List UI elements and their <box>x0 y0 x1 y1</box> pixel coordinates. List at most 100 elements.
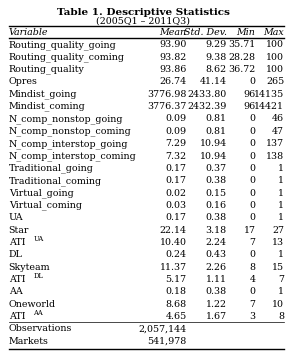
Text: 28.28: 28.28 <box>228 53 255 62</box>
Text: 2432.39: 2432.39 <box>187 102 227 111</box>
Text: 96: 96 <box>243 90 255 99</box>
Text: (2005Q1 – 2011Q3): (2005Q1 – 2011Q3) <box>96 16 191 25</box>
Text: N_comp_interstop_going: N_comp_interstop_going <box>9 139 128 149</box>
Text: 100: 100 <box>266 53 284 62</box>
Text: 35.71: 35.71 <box>228 40 255 49</box>
Text: 5.17: 5.17 <box>165 275 187 284</box>
Text: 0: 0 <box>249 164 255 173</box>
Text: 13: 13 <box>272 238 284 247</box>
Text: 26.74: 26.74 <box>159 77 187 86</box>
Text: 1: 1 <box>278 188 284 197</box>
Text: 0: 0 <box>249 139 255 148</box>
Text: 100: 100 <box>266 40 284 49</box>
Text: 0: 0 <box>249 250 255 259</box>
Text: Variable: Variable <box>9 28 48 37</box>
Text: 541,978: 541,978 <box>147 337 187 346</box>
Text: 1: 1 <box>278 164 284 173</box>
Text: 0.38: 0.38 <box>205 287 227 296</box>
Text: 0.02: 0.02 <box>166 188 187 197</box>
Text: ATI: ATI <box>9 275 25 284</box>
Text: 0: 0 <box>249 188 255 197</box>
Text: Skyteam: Skyteam <box>9 263 50 272</box>
Text: 93.86: 93.86 <box>159 65 187 74</box>
Text: 22.14: 22.14 <box>160 226 187 235</box>
Text: 46: 46 <box>272 115 284 124</box>
Text: 2433.80: 2433.80 <box>187 90 227 99</box>
Text: Mindist_coming: Mindist_coming <box>9 102 85 111</box>
Text: 1: 1 <box>278 287 284 296</box>
Text: UA: UA <box>33 235 43 242</box>
Text: 1.22: 1.22 <box>206 300 227 309</box>
Text: 3.18: 3.18 <box>205 226 227 235</box>
Text: AA: AA <box>33 309 43 317</box>
Text: 0: 0 <box>249 115 255 124</box>
Text: 93.82: 93.82 <box>159 53 187 62</box>
Text: 137: 137 <box>266 139 284 148</box>
Text: Min: Min <box>236 28 255 37</box>
Text: 3776.98: 3776.98 <box>147 90 187 99</box>
Text: 0.38: 0.38 <box>205 213 227 222</box>
Text: 100: 100 <box>266 65 284 74</box>
Text: ATI: ATI <box>9 238 25 247</box>
Text: 1: 1 <box>278 250 284 259</box>
Text: 0.16: 0.16 <box>205 201 227 210</box>
Text: 93.90: 93.90 <box>159 40 187 49</box>
Text: 0: 0 <box>249 127 255 136</box>
Text: 0: 0 <box>249 176 255 185</box>
Text: 1: 1 <box>278 176 284 185</box>
Text: Traditional_coming: Traditional_coming <box>9 176 102 186</box>
Text: 41.14: 41.14 <box>200 77 227 86</box>
Text: 0.17: 0.17 <box>166 176 187 185</box>
Text: 7.32: 7.32 <box>165 151 187 161</box>
Text: Table 1. Descriptive Statistics: Table 1. Descriptive Statistics <box>57 8 230 17</box>
Text: 1.67: 1.67 <box>205 312 227 321</box>
Text: 4.65: 4.65 <box>165 312 187 321</box>
Text: DL: DL <box>33 272 43 280</box>
Text: 7.29: 7.29 <box>165 139 187 148</box>
Text: 7: 7 <box>249 300 255 309</box>
Text: Virtual_coming: Virtual_coming <box>9 201 82 210</box>
Text: AA: AA <box>9 287 22 296</box>
Text: 10.94: 10.94 <box>199 151 227 161</box>
Text: 0: 0 <box>249 213 255 222</box>
Text: 8.68: 8.68 <box>165 300 187 309</box>
Text: 0: 0 <box>249 287 255 296</box>
Text: 0.09: 0.09 <box>165 115 187 124</box>
Text: 9.29: 9.29 <box>205 40 227 49</box>
Text: Max: Max <box>263 28 284 37</box>
Text: Routing_quality: Routing_quality <box>9 65 84 74</box>
Text: 0.09: 0.09 <box>165 127 187 136</box>
Text: 15: 15 <box>272 263 284 272</box>
Text: 0.81: 0.81 <box>206 115 227 124</box>
Text: 0: 0 <box>249 151 255 161</box>
Text: 14135: 14135 <box>254 90 284 99</box>
Text: 9.38: 9.38 <box>205 53 227 62</box>
Text: 10.40: 10.40 <box>160 238 187 247</box>
Text: Traditional_going: Traditional_going <box>9 164 94 173</box>
Text: ATI: ATI <box>9 312 25 321</box>
Text: Routing_quality_coming: Routing_quality_coming <box>9 52 125 62</box>
Text: 2.24: 2.24 <box>206 238 227 247</box>
Text: Std. Dev.: Std. Dev. <box>184 28 227 37</box>
Text: 10: 10 <box>272 300 284 309</box>
Text: 8: 8 <box>278 312 284 321</box>
Text: 8.62: 8.62 <box>205 65 227 74</box>
Text: Opres: Opres <box>9 77 38 86</box>
Text: Star: Star <box>9 226 29 235</box>
Text: 0.15: 0.15 <box>205 188 227 197</box>
Text: 36.72: 36.72 <box>228 65 255 74</box>
Text: 0.17: 0.17 <box>166 213 187 222</box>
Text: 0.43: 0.43 <box>205 250 227 259</box>
Text: 10.94: 10.94 <box>199 139 227 148</box>
Text: 2.26: 2.26 <box>205 263 227 272</box>
Text: 3776.37: 3776.37 <box>147 102 187 111</box>
Text: Routing_quality_going: Routing_quality_going <box>9 40 116 50</box>
Text: UA: UA <box>9 213 23 222</box>
Text: 265: 265 <box>266 77 284 86</box>
Text: 8: 8 <box>249 263 255 272</box>
Text: 47: 47 <box>272 127 284 136</box>
Text: 27: 27 <box>272 226 284 235</box>
Text: Markets: Markets <box>9 337 49 346</box>
Text: 138: 138 <box>266 151 284 161</box>
Text: 14421: 14421 <box>254 102 284 111</box>
